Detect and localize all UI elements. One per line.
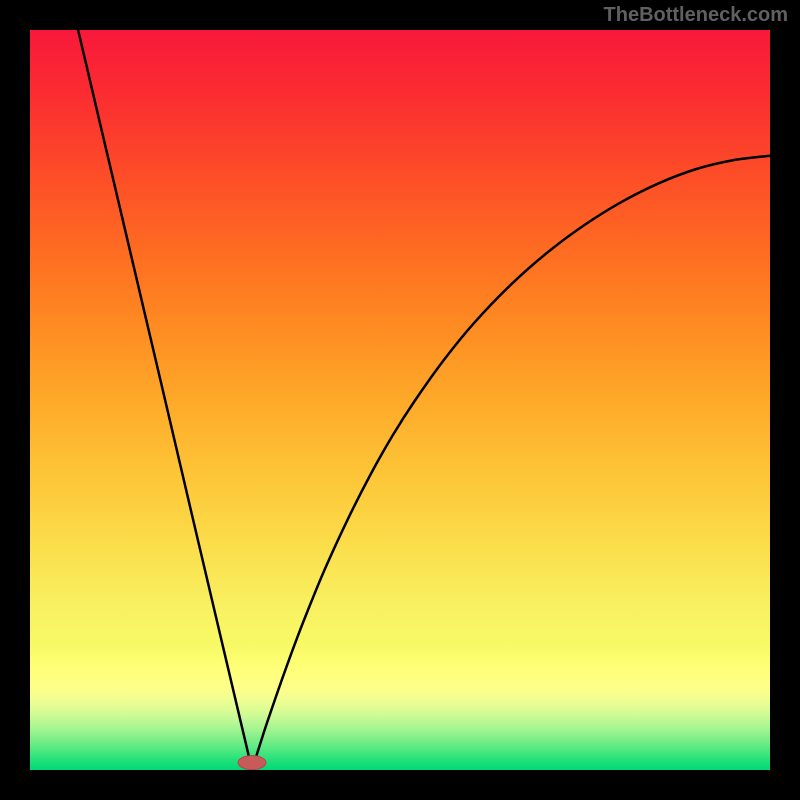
min-marker (238, 756, 266, 770)
chart-container: TheBottleneck.com (0, 0, 800, 800)
gradient-background (30, 30, 770, 770)
watermark-text: TheBottleneck.com (604, 4, 788, 27)
chart-svg (30, 30, 770, 770)
plot-area (30, 30, 770, 770)
